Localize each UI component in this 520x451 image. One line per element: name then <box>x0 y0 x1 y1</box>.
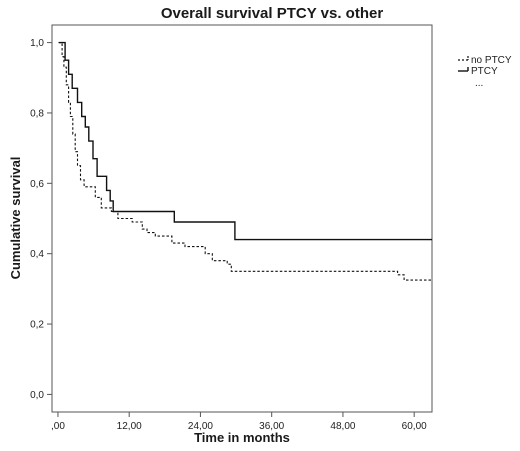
y-tick-label: 0,8 <box>30 108 44 119</box>
legend: no PTCY PTCY ... <box>458 55 512 89</box>
plot-frame <box>51 24 433 413</box>
x-tick-label: 36,00 <box>259 421 284 432</box>
legend-label-ptcy: PTCY <box>471 66 498 77</box>
x-tick-label: ,00 <box>51 421 65 432</box>
chart-title: Overall survival PTCY vs. other <box>161 5 383 22</box>
series-layer <box>58 41 432 281</box>
series-line-ptcy <box>59 41 432 241</box>
legend-label-no-ptcy: no PTCY <box>471 55 512 66</box>
series-line-no-ptcy <box>58 42 432 281</box>
x-tick-label: 12,00 <box>117 421 142 432</box>
y-tick-label: 0,6 <box>30 179 44 190</box>
y-axis-ticks: 0,0 0,2 0,4 0,6 0,8 1,0 <box>30 38 52 401</box>
legend-item-no-ptcy: no PTCY <box>458 55 512 66</box>
y-tick-label: 1,0 <box>30 38 44 49</box>
legend-item-ptcy: PTCY <box>458 66 498 77</box>
y-tick-label: 0,0 <box>30 390 44 401</box>
y-tick-label: 0,4 <box>30 249 44 260</box>
x-tick-label: 48,00 <box>330 421 355 432</box>
y-axis-label: Cumulative survival <box>8 157 23 280</box>
legend-ellipsis: ... <box>475 78 483 89</box>
x-tick-label: 60,00 <box>402 421 427 432</box>
x-axis-label: Time in months <box>194 430 290 445</box>
x-axis-ticks: ,00 12,00 24,00 36,00 48,00 60,00 <box>51 412 427 432</box>
x-tick-label: 24,00 <box>188 421 213 432</box>
y-tick-label: 0,2 <box>30 320 44 331</box>
